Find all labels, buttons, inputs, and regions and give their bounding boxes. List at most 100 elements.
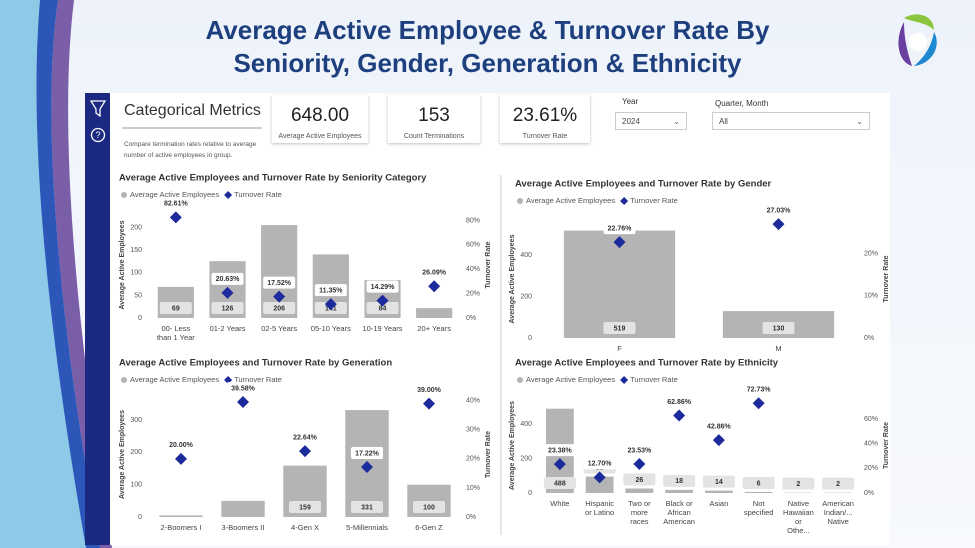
slicer-dropdown[interactable]: 2024 ⌄	[615, 112, 687, 130]
y2-tick-label: 0%	[466, 315, 476, 322]
turnover-label-group: 39.58%	[227, 381, 259, 394]
y-tick-label: 50	[134, 292, 142, 299]
x-tick-label: Asian	[709, 499, 728, 508]
turnover-label: 42.86%	[707, 423, 732, 430]
legend-label: Average Active Employees	[130, 375, 219, 384]
turnover-marker	[376, 294, 389, 307]
bar-label-group: 206	[263, 302, 296, 314]
bar	[416, 308, 453, 318]
kpi-label: Average Active Employees	[278, 133, 362, 140]
turnover-marker	[361, 460, 373, 473]
kpi-card: 648.00 Average Active Employees	[272, 95, 368, 143]
bar	[585, 476, 614, 493]
panel-title: Categorical Metrics	[124, 102, 261, 119]
y2-tick-label: 40%	[466, 266, 480, 273]
turnover-label: 20.63%	[216, 276, 241, 283]
turnover-label: 17.22%	[355, 450, 380, 457]
turnover-marker	[175, 452, 187, 465]
bar-label-bg	[762, 322, 795, 334]
y-tick-label: 200	[520, 455, 532, 462]
bar-label: 126	[222, 305, 234, 312]
y2-tick-label: 0%	[864, 335, 874, 342]
y-tick-label: 0	[528, 335, 532, 342]
x-tick-label: 02-5 Years	[261, 324, 297, 333]
x-tick-label: American Indian/... Native	[822, 499, 854, 526]
bar-label-group: 100	[413, 501, 445, 513]
help-icon[interactable]	[90, 127, 106, 143]
turnover-label-group: 72.73%	[742, 383, 775, 396]
bar-label-group: 126	[211, 302, 244, 314]
turnover-marker	[428, 280, 441, 293]
chart-title: Average Active Employees and Turnover Ra…	[119, 173, 427, 184]
bar-label-group: 6	[742, 476, 775, 489]
y-axis-title: Average Active Employees	[509, 234, 516, 323]
turnover-label-bg	[663, 395, 696, 408]
legend-swatch	[121, 192, 127, 198]
y-axis-title: Average Active Employees	[119, 220, 126, 309]
bar-label-group: 331	[351, 501, 383, 513]
page-title-line: Average Active Employee & Turnover Rate …	[205, 15, 770, 45]
turnover-label-group: 22.64%	[289, 431, 321, 444]
legend-label: Turnover Rate	[234, 375, 282, 384]
y2-tick-label: 40%	[864, 440, 878, 447]
x-tick-label: 01-2 Years	[210, 324, 246, 333]
slicer-dropdown[interactable]: All ⌄	[712, 112, 870, 130]
y2-tick-label: 0%	[864, 490, 874, 497]
bar-label-bg	[159, 302, 192, 314]
bar-label: 18	[675, 478, 683, 485]
turnover-label-bg	[227, 381, 259, 394]
chart-title: Average Active Employees and Turnover Ra…	[119, 358, 392, 369]
bar-label-bg	[623, 473, 656, 486]
bar-label-bg	[702, 475, 735, 488]
turnover-label-group: 14.29%	[366, 280, 399, 293]
bar-label-bg	[663, 474, 696, 487]
slicer-label: Quarter, Month	[715, 99, 769, 108]
bar-label: 2	[796, 481, 800, 488]
y2-tick-label: 20%	[466, 456, 480, 463]
bar-label-bg	[782, 477, 815, 490]
kpi-label: Turnover Rate	[522, 133, 568, 140]
turnover-marker	[237, 395, 249, 408]
turnover-label-group: 82.61%	[159, 197, 192, 210]
x-tick-label: Black or African American	[663, 499, 695, 526]
turnover-label-group: 22.76%	[603, 222, 636, 235]
chart-title: Average Active Employees and Turnover Ra…	[515, 358, 779, 369]
bar-label: 130	[773, 325, 785, 332]
bar-label-group: 488	[543, 477, 576, 489]
bar-label-group: 26	[623, 473, 656, 486]
y2-tick-label: 10%	[864, 293, 878, 300]
turnover-marker	[273, 290, 286, 303]
legend-swatch	[620, 376, 629, 384]
deco-band	[51, 0, 112, 548]
bar-label-bg	[413, 501, 445, 513]
logo	[898, 14, 937, 66]
filter-icon[interactable]	[89, 100, 107, 118]
y2-tick-label: 20%	[466, 290, 480, 297]
turnover-label-group: 11.35%	[314, 284, 347, 297]
turnover-label-bg	[623, 443, 656, 456]
turnover-label-bg	[702, 420, 735, 433]
bar	[665, 489, 694, 493]
y-tick-label: 0	[138, 514, 142, 521]
x-tick-label: Native Hawaiian or Othe...	[783, 499, 814, 535]
y-tick-label: 200	[130, 225, 142, 232]
x-tick-label: Two or more races	[628, 499, 651, 526]
turnover-label: 17.52%	[267, 280, 292, 287]
bar-label: 84	[379, 305, 387, 312]
turnover-label-group: 17.52%	[263, 276, 296, 289]
y-axis-title: Average Active Employees	[509, 401, 516, 490]
bar-label: 159	[299, 504, 311, 511]
turnover-label-bg	[413, 383, 445, 396]
turnover-label: 23.38%	[548, 447, 573, 454]
bar-label-bg	[543, 477, 576, 489]
turnover-label-group: 26.09%	[418, 266, 451, 279]
bar-label: 488	[554, 480, 566, 487]
turnover-label-bg	[211, 272, 244, 285]
x-tick-label: 2-Boomers I	[161, 523, 202, 532]
turnover-label-group: 27.03%	[762, 204, 795, 217]
turnover-label: 62.86%	[667, 399, 692, 406]
kpi-value: 153	[418, 105, 450, 126]
bar-label-group: 18	[663, 474, 696, 487]
legend-label: Turnover Rate	[630, 196, 678, 205]
turnover-marker	[423, 397, 435, 410]
